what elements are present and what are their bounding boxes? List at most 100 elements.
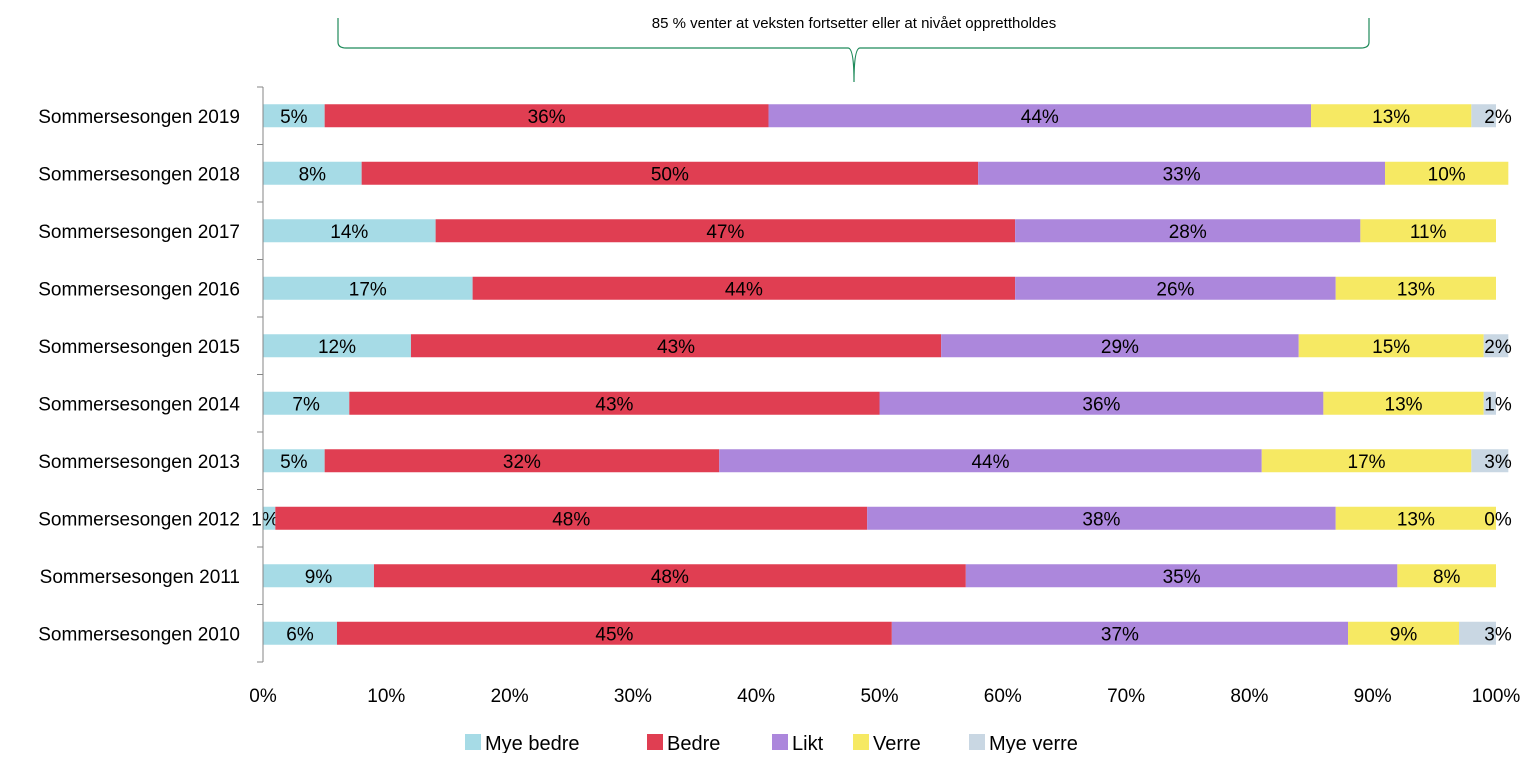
- bar-segment-bedre: [349, 391, 880, 415]
- data-label: 9%: [305, 567, 333, 588]
- data-label: 12%: [318, 337, 356, 358]
- bar-segment-likt: [941, 334, 1299, 358]
- legend-swatch: [647, 734, 663, 750]
- annotation-brace: [337, 18, 1370, 83]
- bar-segment-mye-bedre: [263, 276, 473, 300]
- bar-segment-verre: [1385, 161, 1509, 185]
- data-label: 1%: [1484, 394, 1512, 415]
- category-label: Sommersesongen 2012: [38, 509, 240, 530]
- category-label: Sommersesongen 2010: [38, 624, 240, 645]
- legend-swatch: [853, 734, 869, 750]
- data-label: 10%: [1428, 164, 1466, 185]
- data-label: 15%: [1372, 337, 1410, 358]
- bar-segment-verre: [1323, 391, 1484, 415]
- bar-segment-likt: [891, 621, 1349, 645]
- bar-segment-mye-verre: [1471, 104, 1496, 128]
- x-tick-label: 90%: [1354, 686, 1392, 707]
- bar-segment-likt: [879, 391, 1324, 415]
- data-label: 43%: [657, 337, 695, 358]
- legend-label: Mye verre: [989, 733, 1078, 753]
- data-label: 47%: [706, 222, 744, 243]
- bar-segment-mye-bedre: [263, 104, 325, 128]
- legend-swatch: [969, 734, 985, 750]
- annotation-text: 85 % venter at veksten fortsetter eller …: [652, 15, 1056, 32]
- bar-segment-mye-bedre: [263, 506, 276, 530]
- x-tick-label: 70%: [1107, 686, 1145, 707]
- data-label: 3%: [1484, 452, 1512, 473]
- x-tick-label: 60%: [984, 686, 1022, 707]
- data-label: 13%: [1385, 394, 1423, 415]
- data-label: 7%: [292, 394, 320, 415]
- legend-label: Likt: [792, 733, 824, 753]
- bar-segment-bedre: [324, 104, 769, 128]
- bar-segment-likt: [719, 449, 1262, 473]
- bar-segment-mye-bedre: [263, 161, 362, 185]
- bar-segment-likt: [867, 506, 1336, 530]
- bar-segment-likt: [965, 564, 1398, 588]
- data-label: 44%: [725, 279, 763, 300]
- bar-segment-likt: [768, 104, 1312, 128]
- data-label: 38%: [1082, 509, 1120, 530]
- data-label: 9%: [1390, 624, 1418, 645]
- x-tick-label: 10%: [367, 686, 405, 707]
- bar-segment-bedre: [361, 161, 979, 185]
- data-label: 29%: [1101, 337, 1139, 358]
- legend-label: Bedre: [667, 733, 720, 753]
- x-tick-label: 0%: [249, 686, 277, 707]
- data-label: 44%: [971, 452, 1009, 473]
- data-label: 1%: [251, 509, 279, 530]
- x-tick-label: 80%: [1230, 686, 1268, 707]
- data-label: 3%: [1484, 624, 1512, 645]
- bar-segment-verre: [1335, 506, 1496, 530]
- bar-segment-mye-verre: [1483, 391, 1496, 415]
- x-tick-label: 20%: [491, 686, 529, 707]
- bar-segment-bedre: [472, 276, 1016, 300]
- data-label: 36%: [528, 107, 566, 128]
- data-label: 13%: [1372, 107, 1410, 128]
- bar-segment-mye-verre: [1471, 449, 1509, 473]
- data-label: 26%: [1156, 279, 1194, 300]
- bar-segment-verre: [1261, 449, 1472, 473]
- data-label: 8%: [299, 164, 327, 185]
- data-label: 17%: [349, 279, 387, 300]
- bar-segment-mye-bedre: [263, 334, 411, 358]
- bar-segment-bedre: [324, 449, 720, 473]
- bar-segment-verre: [1397, 564, 1496, 588]
- bar-segment-mye-verre: [1459, 621, 1496, 645]
- data-label: 48%: [552, 509, 590, 530]
- data-label: 48%: [651, 567, 689, 588]
- bar-segment-likt: [1015, 219, 1361, 243]
- data-label: 28%: [1169, 222, 1207, 243]
- data-label: 6%: [286, 624, 314, 645]
- bar-segment-verre: [1335, 276, 1496, 300]
- bar-segment-likt: [978, 161, 1386, 185]
- data-label: 33%: [1163, 164, 1201, 185]
- data-label: 17%: [1348, 452, 1386, 473]
- data-label: 14%: [330, 222, 368, 243]
- bar-segment-mye-bedre: [263, 391, 350, 415]
- bar-segment-verre: [1360, 219, 1496, 243]
- category-label: Sommersesongen 2016: [38, 279, 240, 300]
- bar-segment-bedre: [336, 621, 892, 645]
- category-label: Sommersesongen 2014: [38, 394, 240, 415]
- category-label: Sommersesongen 2011: [40, 567, 240, 588]
- x-tick-label: 30%: [614, 686, 652, 707]
- data-label: 45%: [595, 624, 633, 645]
- data-label: 5%: [280, 107, 308, 128]
- data-label: 36%: [1082, 394, 1120, 415]
- data-label: 11%: [1410, 222, 1447, 243]
- bar-segment-bedre: [275, 506, 868, 530]
- category-label: Sommersesongen 2013: [38, 452, 240, 473]
- data-label: 0%: [1484, 509, 1512, 530]
- x-tick-label: 100%: [1472, 686, 1521, 707]
- bar-segment-mye-bedre: [263, 449, 325, 473]
- data-label: 35%: [1163, 567, 1201, 588]
- legend-label: Mye bedre: [485, 733, 580, 753]
- data-label: 13%: [1397, 279, 1435, 300]
- bar-segment-mye-bedre: [263, 621, 337, 645]
- data-label: 44%: [1021, 107, 1059, 128]
- bar-segment-likt: [1015, 276, 1336, 300]
- data-label: 2%: [1484, 107, 1512, 128]
